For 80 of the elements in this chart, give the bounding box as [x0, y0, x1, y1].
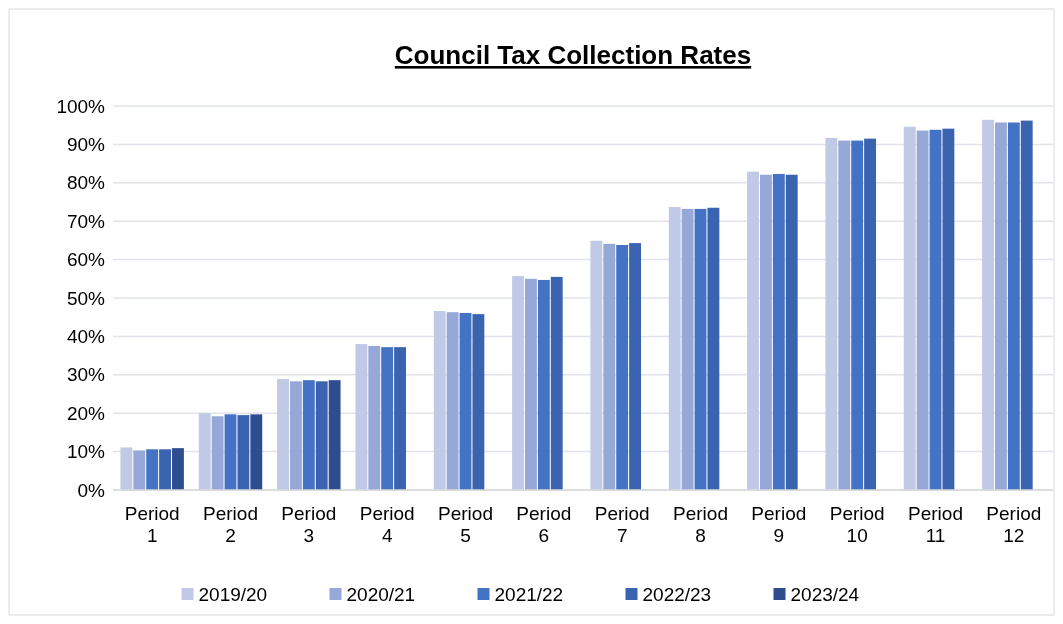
- bar: [668, 206, 681, 490]
- bar: [120, 447, 133, 490]
- bar: [368, 346, 381, 490]
- x-tick-label: Period 6: [516, 503, 572, 546]
- x-tick-label: Period 8: [673, 503, 728, 546]
- x-tick-label: Period 7: [594, 503, 650, 546]
- bar: [537, 279, 550, 490]
- bar: [512, 276, 524, 490]
- x-tick-label: Period 10: [829, 503, 885, 546]
- x-tick-label: Period 1: [124, 503, 180, 546]
- x-tick-label: Period 4: [359, 503, 415, 546]
- bar: [942, 128, 955, 490]
- x-tick-label: Period 9: [751, 503, 807, 546]
- bar: [394, 347, 406, 490]
- bar: [550, 276, 563, 490]
- bar: [995, 122, 1007, 490]
- y-tick-label: 80%: [66, 172, 106, 194]
- bar: [590, 240, 603, 490]
- bar: [133, 450, 146, 490]
- x-tick-label: Period 3: [281, 503, 337, 546]
- y-tick-label: 70%: [66, 210, 106, 232]
- legend-label: 2021/22: [494, 583, 564, 605]
- y-tick-label: 20%: [66, 402, 106, 424]
- bar: [224, 414, 237, 490]
- y-tick-label: 40%: [66, 326, 106, 348]
- legend-label: 2023/24: [790, 583, 860, 605]
- bar: [328, 380, 341, 490]
- bar: [929, 129, 942, 490]
- y-tick-label: 50%: [66, 287, 106, 309]
- y-tick-label: 10%: [66, 441, 106, 463]
- bar: [851, 140, 864, 490]
- bar: [747, 171, 759, 490]
- chart-title: Council Tax Collection Rates: [394, 40, 752, 70]
- bar: [446, 312, 459, 490]
- bar: [760, 174, 772, 490]
- bar: [290, 381, 302, 490]
- bar: [825, 137, 838, 490]
- bar: [1020, 120, 1033, 490]
- y-tick-label: 60%: [66, 249, 106, 271]
- bar: [525, 278, 537, 490]
- bar: [237, 415, 250, 490]
- bar: [916, 130, 929, 490]
- bar: [864, 138, 876, 490]
- x-tick-label: Period 5: [438, 503, 493, 546]
- bar: [629, 243, 641, 490]
- bar: [355, 344, 368, 490]
- y-tick-label: 100%: [56, 95, 106, 117]
- bar: [772, 173, 785, 490]
- bar: [302, 380, 315, 490]
- y-tick-label: 90%: [66, 134, 106, 156]
- bar: [315, 381, 328, 490]
- x-tick-label: Period 2: [203, 503, 258, 546]
- bar: [681, 208, 694, 490]
- bar: [250, 414, 263, 490]
- y-tick-label: 0%: [77, 479, 106, 501]
- y-tick-label: 30%: [66, 364, 106, 386]
- bar: [603, 243, 616, 490]
- bar: [381, 347, 394, 490]
- bar: [785, 174, 798, 490]
- x-tick-label: Period 12: [986, 503, 1042, 546]
- x-tick-label: Period 11: [908, 503, 963, 546]
- bar: [433, 311, 446, 490]
- bar: [472, 314, 485, 490]
- bar: [172, 448, 184, 490]
- legend-label: 2019/20: [198, 583, 268, 605]
- bar: [211, 416, 224, 490]
- bar: [146, 449, 159, 490]
- bar: [459, 312, 472, 490]
- legend-label: 2020/21: [346, 583, 416, 605]
- bar: [694, 208, 707, 490]
- bar: [616, 245, 629, 490]
- bar: [903, 126, 916, 490]
- bar: [277, 379, 289, 490]
- bar: [707, 207, 720, 490]
- bar: [1007, 122, 1020, 490]
- bar: [982, 119, 994, 490]
- legend-label: 2022/23: [642, 583, 712, 605]
- bar: [838, 140, 851, 490]
- bar: [198, 413, 211, 490]
- bar: [159, 449, 171, 490]
